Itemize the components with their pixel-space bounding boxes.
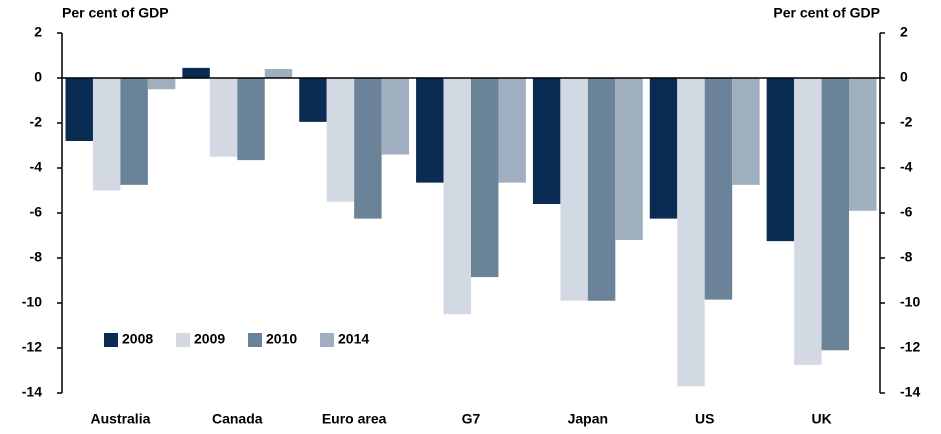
x-tick-label: UK	[811, 411, 831, 427]
bar	[92, 78, 121, 191]
y2-tick-label: -14	[900, 384, 920, 400]
x-tick-label: G7	[462, 411, 481, 427]
bar	[649, 78, 678, 219]
y-tick-label: -12	[22, 339, 42, 355]
x-tick-label: Australia	[90, 411, 150, 427]
bar	[498, 78, 526, 183]
bar	[416, 78, 444, 183]
y-tick-label: -2	[30, 114, 43, 130]
y2-tick-label: -4	[900, 159, 913, 175]
bar	[120, 78, 148, 185]
bar	[237, 78, 265, 161]
y2-tick-label: -2	[900, 114, 913, 130]
bar	[587, 78, 616, 301]
y-tick-label: -8	[30, 249, 43, 265]
bar	[354, 78, 382, 219]
bar	[209, 78, 238, 157]
y-tick-label: -4	[30, 159, 43, 175]
legend-label: 2014	[338, 331, 369, 347]
y2-tick-label: -12	[900, 339, 920, 355]
y2-tick-label: -10	[900, 294, 920, 310]
bar	[182, 67, 210, 78]
bar	[299, 78, 327, 122]
bar	[264, 69, 293, 78]
bar	[471, 78, 499, 278]
y2-tick-label: -6	[900, 204, 913, 220]
legend-swatch	[176, 333, 190, 347]
y-tick-label: 0	[34, 69, 42, 85]
bar	[443, 78, 471, 315]
bar	[532, 78, 561, 204]
bar	[677, 78, 705, 387]
bar	[65, 78, 93, 141]
y2-tick-label: 2	[900, 24, 908, 40]
bar	[766, 78, 795, 242]
bar	[381, 78, 410, 155]
bar	[821, 78, 850, 351]
bar	[732, 78, 760, 185]
bar	[794, 78, 822, 365]
bar	[147, 78, 176, 90]
y-tick-label: -10	[22, 294, 42, 310]
legend-swatch	[320, 333, 334, 347]
legend-label: 2008	[122, 331, 153, 347]
legend-swatch	[248, 333, 262, 347]
y-axis-label: Per cent of GDP	[62, 5, 169, 21]
bar	[326, 78, 355, 202]
bar	[615, 78, 643, 240]
y-tick-label: -6	[30, 204, 43, 220]
legend-label: 2009	[194, 331, 225, 347]
x-tick-label: Canada	[212, 411, 263, 427]
bar	[849, 78, 877, 211]
legend-swatch	[104, 333, 118, 347]
y2-tick-label: -8	[900, 249, 913, 265]
bar	[560, 78, 588, 301]
x-tick-label: Euro area	[322, 411, 387, 427]
legend-label: 2010	[266, 331, 297, 347]
y-tick-label: -14	[22, 384, 42, 400]
y-tick-label: 2	[34, 24, 42, 40]
x-tick-label: Japan	[568, 411, 608, 427]
bar	[704, 78, 733, 300]
x-tick-label: US	[695, 411, 714, 427]
y2-tick-label: 0	[900, 69, 908, 85]
y2-axis-label: Per cent of GDP	[773, 5, 880, 21]
